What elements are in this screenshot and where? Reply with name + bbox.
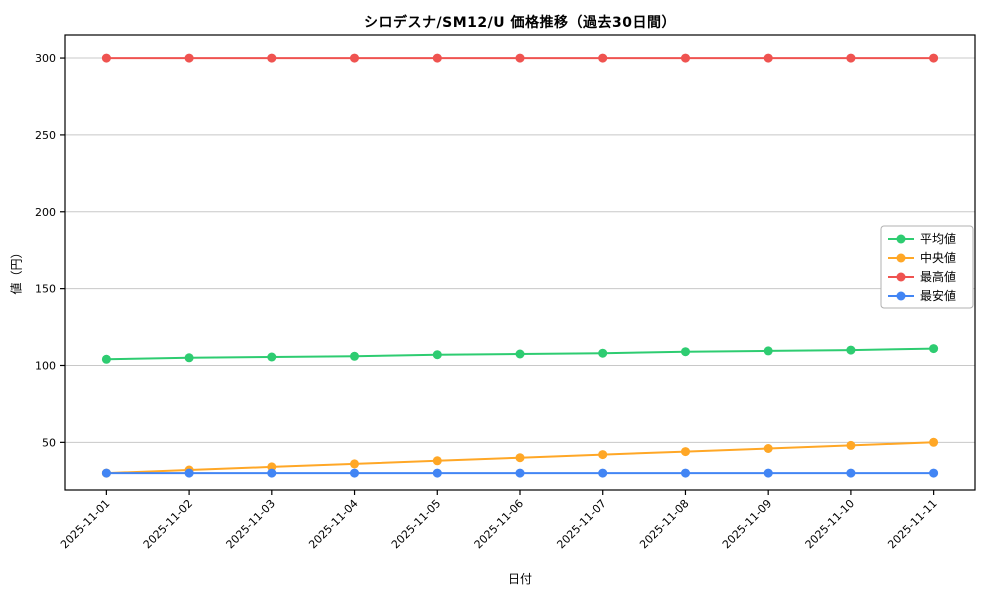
svg-text:2025-11-11: 2025-11-11 — [885, 497, 939, 551]
legend-item-中央値: 中央値 — [888, 250, 956, 265]
svg-text:最安値: 最安値 — [920, 288, 956, 303]
y-tick-labels: 50 100 150 200 250 300 — [35, 52, 65, 449]
svg-text:最高値: 最高値 — [920, 269, 956, 284]
x-tick-labels: 2025-11-01 2025-11-02 2025-11-03 2025-11-04… — [58, 490, 940, 551]
svg-text:2025-11-08: 2025-11-08 — [637, 497, 691, 551]
legend-item-最高値: 最高値 — [888, 269, 956, 284]
x-axis-label: 日付 — [507, 572, 532, 586]
svg-text:2025-11-06: 2025-11-06 — [472, 497, 526, 551]
svg-text:300: 300 — [35, 52, 56, 65]
svg-text:50: 50 — [42, 436, 56, 449]
svg-text:250: 250 — [35, 129, 56, 142]
svg-text:2025-11-01: 2025-11-01 — [58, 497, 112, 551]
svg-text:100: 100 — [35, 359, 56, 372]
svg-text:2025-11-09: 2025-11-09 — [720, 497, 774, 551]
series-最安値 — [101, 468, 939, 478]
svg-text:2025-11-03: 2025-11-03 — [224, 497, 278, 551]
svg-text:150: 150 — [35, 283, 56, 296]
y-axis-label: 値（円） — [9, 246, 24, 295]
chart-title: シロデスナ/SM12/U 価格推移（過去30日間） — [364, 15, 676, 31]
series-最高値 — [101, 53, 939, 63]
plot-border — [64, 34, 976, 491]
series-平均値 — [101, 344, 939, 364]
legend-item-最安値: 最安値 — [888, 288, 956, 303]
svg-text:2025-11-04: 2025-11-04 — [306, 497, 360, 551]
svg-text:200: 200 — [35, 206, 56, 219]
legend-item-平均値: 平均値 — [888, 231, 956, 246]
grid-lines — [65, 57, 975, 443]
svg-text:中央値: 中央値 — [920, 250, 956, 265]
svg-text:平均値: 平均値 — [920, 231, 956, 246]
svg-text:2025-11-10: 2025-11-10 — [803, 497, 857, 551]
svg-text:2025-11-07: 2025-11-07 — [554, 497, 608, 551]
svg-text:2025-11-05: 2025-11-05 — [389, 497, 443, 551]
svg-text:2025-11-02: 2025-11-02 — [141, 497, 195, 551]
